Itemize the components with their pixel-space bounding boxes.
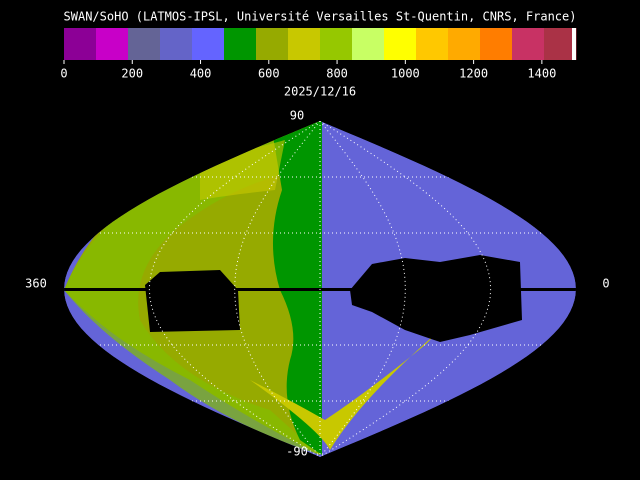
grid	[64, 121, 576, 457]
masked-region	[145, 270, 240, 332]
colorbar-tick-label: 400	[190, 67, 212, 81]
colorbar-tick-label: 0	[60, 67, 67, 81]
colorbar-tick-label: 200	[121, 67, 143, 81]
bottom-label: -90	[286, 445, 308, 459]
colorbar-segment	[192, 28, 225, 60]
colorbar-segment	[128, 28, 161, 60]
colorbar-tick-label: 1000	[391, 67, 420, 81]
colorbar-tick-label: 1400	[527, 67, 556, 81]
colorbar-segment	[256, 28, 289, 60]
colorbar-tick-label: 800	[326, 67, 348, 81]
colorbar-segment	[480, 28, 513, 60]
colorbar-segment	[224, 28, 257, 60]
colorbar-segment	[544, 28, 577, 60]
colorbar-segment	[288, 28, 321, 60]
colorbar-segment	[352, 28, 385, 60]
colorbar-tick-label: 600	[258, 67, 280, 81]
yellow-region	[200, 140, 285, 200]
colorbar-tick-label: 1200	[459, 67, 488, 81]
sky-map	[64, 121, 576, 457]
colorbar: 0 200 400 600 800 1000 1200 1400	[60, 28, 577, 81]
date: 2025/12/16	[284, 85, 356, 99]
colorbar-segment	[512, 28, 545, 60]
colorbar-segment	[160, 28, 193, 60]
title: SWAN/SoHO (LATMOS-IPSL, Université Versa…	[64, 10, 577, 24]
colorbar-segment	[416, 28, 449, 60]
colorbar-segment	[64, 28, 97, 60]
left-label: 360	[25, 277, 47, 291]
colorbar-end	[572, 28, 576, 60]
colorbar-segment	[384, 28, 417, 60]
right-label: 0	[602, 277, 609, 291]
meridian	[319, 121, 406, 457]
colorbar-segment	[448, 28, 481, 60]
masked-region	[350, 255, 522, 342]
colorbar-segment	[320, 28, 353, 60]
meridian	[234, 121, 321, 457]
green-band	[272, 121, 322, 455]
colorbar-segment	[96, 28, 129, 60]
top-label: 90	[290, 109, 304, 123]
